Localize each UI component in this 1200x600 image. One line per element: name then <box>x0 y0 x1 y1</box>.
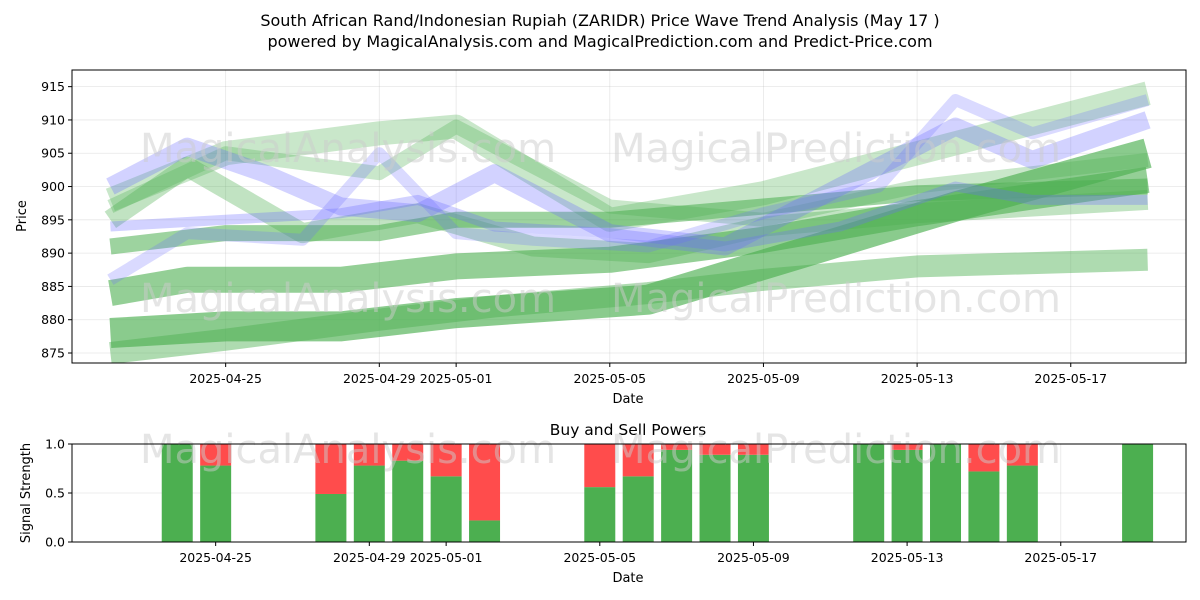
price-wave-band-blue <box>106 111 1151 256</box>
sell-power-bar <box>737 444 769 455</box>
buy-power-bar <box>353 465 385 542</box>
signal-x-tick-label: 2025-04-29 <box>333 550 406 565</box>
price-y-tick-label: 905 <box>41 146 65 161</box>
price-y-axis-label: Price <box>15 200 30 232</box>
price-x-tick-label: 2025-04-25 <box>189 371 262 386</box>
buy-power-bar <box>392 460 424 542</box>
sell-power-bar <box>584 444 616 488</box>
price-wave-bands <box>104 81 1152 363</box>
buy-power-bar <box>968 471 1000 542</box>
signal-y-tick-label: 1.0 <box>45 437 65 452</box>
price-x-tick-label: 2025-05-09 <box>727 371 800 386</box>
buy-power-bar <box>661 449 693 542</box>
signal-bars <box>161 444 1154 542</box>
buy-power-bar <box>930 444 962 542</box>
sell-power-bar <box>469 444 501 521</box>
price-watermarks: MagicalAnalysis.com MagicalPrediction.co… <box>140 126 1061 322</box>
sell-power-bar <box>891 444 923 450</box>
price-y-tick-label: 875 <box>41 346 65 361</box>
sell-power-bar <box>1006 444 1038 466</box>
sell-power-bar <box>315 444 347 494</box>
price-x-tick-label: 2025-05-01 <box>420 371 493 386</box>
chart-title-line2: powered by MagicalAnalysis.com and Magic… <box>267 32 932 51</box>
buy-power-bar <box>200 465 232 542</box>
watermark-right-signal: MagicalPrediction.com <box>611 427 1061 473</box>
signal-y-tick-label: 0.5 <box>45 486 65 501</box>
signal-y-axis-label: Signal Strength <box>19 443 34 543</box>
price-y-tick-label: 885 <box>41 279 65 294</box>
buy-power-bar <box>622 476 654 542</box>
sell-power-bar <box>200 444 232 466</box>
signal-x-tick-label: 2025-05-01 <box>410 550 483 565</box>
price-wave-band-blue <box>110 181 1148 252</box>
price-x-tick-label: 2025-05-17 <box>1034 371 1107 386</box>
price-wave-band-green <box>108 167 1150 306</box>
sell-power-bar <box>622 444 654 477</box>
sell-power-bar <box>699 444 731 455</box>
price-y-tick-label: 910 <box>41 112 65 127</box>
chart-title-line1: South African Rand/Indonesian Rupiah (ZA… <box>260 11 939 30</box>
signal-y-tick-label: 0.0 <box>45 535 65 550</box>
price-wave-panel: MagicalAnalysis.com MagicalPrediction.co… <box>15 69 1187 407</box>
buy-power-bar <box>161 444 193 542</box>
signal-x-tick-label: 2025-05-13 <box>871 550 944 565</box>
price-y-tick-label: 880 <box>41 312 65 327</box>
buy-power-bar <box>891 449 923 542</box>
signal-x-tick-label: 2025-05-09 <box>717 550 790 565</box>
price-wave-band-green <box>107 119 1149 227</box>
price-y-ticks: 875 880 885 890 895 900 905 910 915 <box>41 79 72 361</box>
price-plot-frame <box>71 69 1187 364</box>
buy-sell-title: Buy and Sell Powers <box>550 421 707 439</box>
price-wave-band-green <box>109 178 1148 255</box>
price-wave-band-blue <box>107 94 1150 285</box>
sell-power-bar <box>430 444 462 477</box>
signal-x-tick-label: 2025-05-05 <box>563 550 636 565</box>
buy-sell-panel: Buy and Sell Powers MagicalAnalysis.com … <box>19 421 1187 586</box>
buy-power-bar <box>853 444 885 542</box>
sell-power-bar <box>661 444 693 450</box>
buy-power-bar <box>584 487 616 542</box>
buy-power-bar <box>699 454 731 542</box>
buy-power-bar <box>469 520 501 542</box>
watermark-left-signal: MagicalAnalysis.com <box>140 427 556 473</box>
price-y-tick-label: 915 <box>41 79 65 94</box>
price-y-tick-label: 895 <box>41 212 65 227</box>
watermark-left-lower: MagicalAnalysis.com <box>140 276 556 322</box>
price-wave-band-green <box>104 156 1149 264</box>
watermark-left-upper: MagicalAnalysis.com <box>140 126 556 172</box>
price-x-tick-label: 2025-05-05 <box>573 371 646 386</box>
price-x-tick-label: 2025-04-29 <box>343 371 416 386</box>
price-wave-band-green <box>109 248 1148 363</box>
signal-y-ticks: 0.0 0.5 1.0 <box>45 437 72 550</box>
sell-power-bar <box>968 444 1000 472</box>
price-x-axis-label: Date <box>612 392 643 407</box>
buy-power-bar <box>1006 465 1038 542</box>
watermark-right-lower: MagicalPrediction.com <box>611 276 1061 322</box>
signal-x-axis-label: Date <box>612 571 643 586</box>
price-wave-band-green <box>105 81 1151 232</box>
price-y-tick-label: 900 <box>41 179 65 194</box>
price-y-tick-label: 890 <box>41 246 65 261</box>
signal-x-ticks: 2025-04-25 2025-04-29 2025-05-01 2025-05-05… <box>179 542 1097 565</box>
buy-power-bar <box>315 493 347 542</box>
signal-watermarks: MagicalAnalysis.com MagicalPrediction.co… <box>140 427 1061 473</box>
sell-power-bar <box>392 444 424 461</box>
buy-power-bar <box>1122 444 1154 542</box>
signal-x-tick-label: 2025-04-25 <box>179 550 252 565</box>
watermark-right-upper: MagicalPrediction.com <box>611 126 1061 172</box>
buy-power-bar <box>737 454 769 542</box>
buy-power-bar <box>430 476 462 542</box>
sell-power-bar <box>353 444 385 466</box>
price-x-ticks: 2025-04-25 2025-04-29 2025-05-01 2025-05-05… <box>189 363 1107 386</box>
price-x-tick-label: 2025-05-13 <box>881 371 954 386</box>
signal-x-tick-label: 2025-05-17 <box>1024 550 1097 565</box>
